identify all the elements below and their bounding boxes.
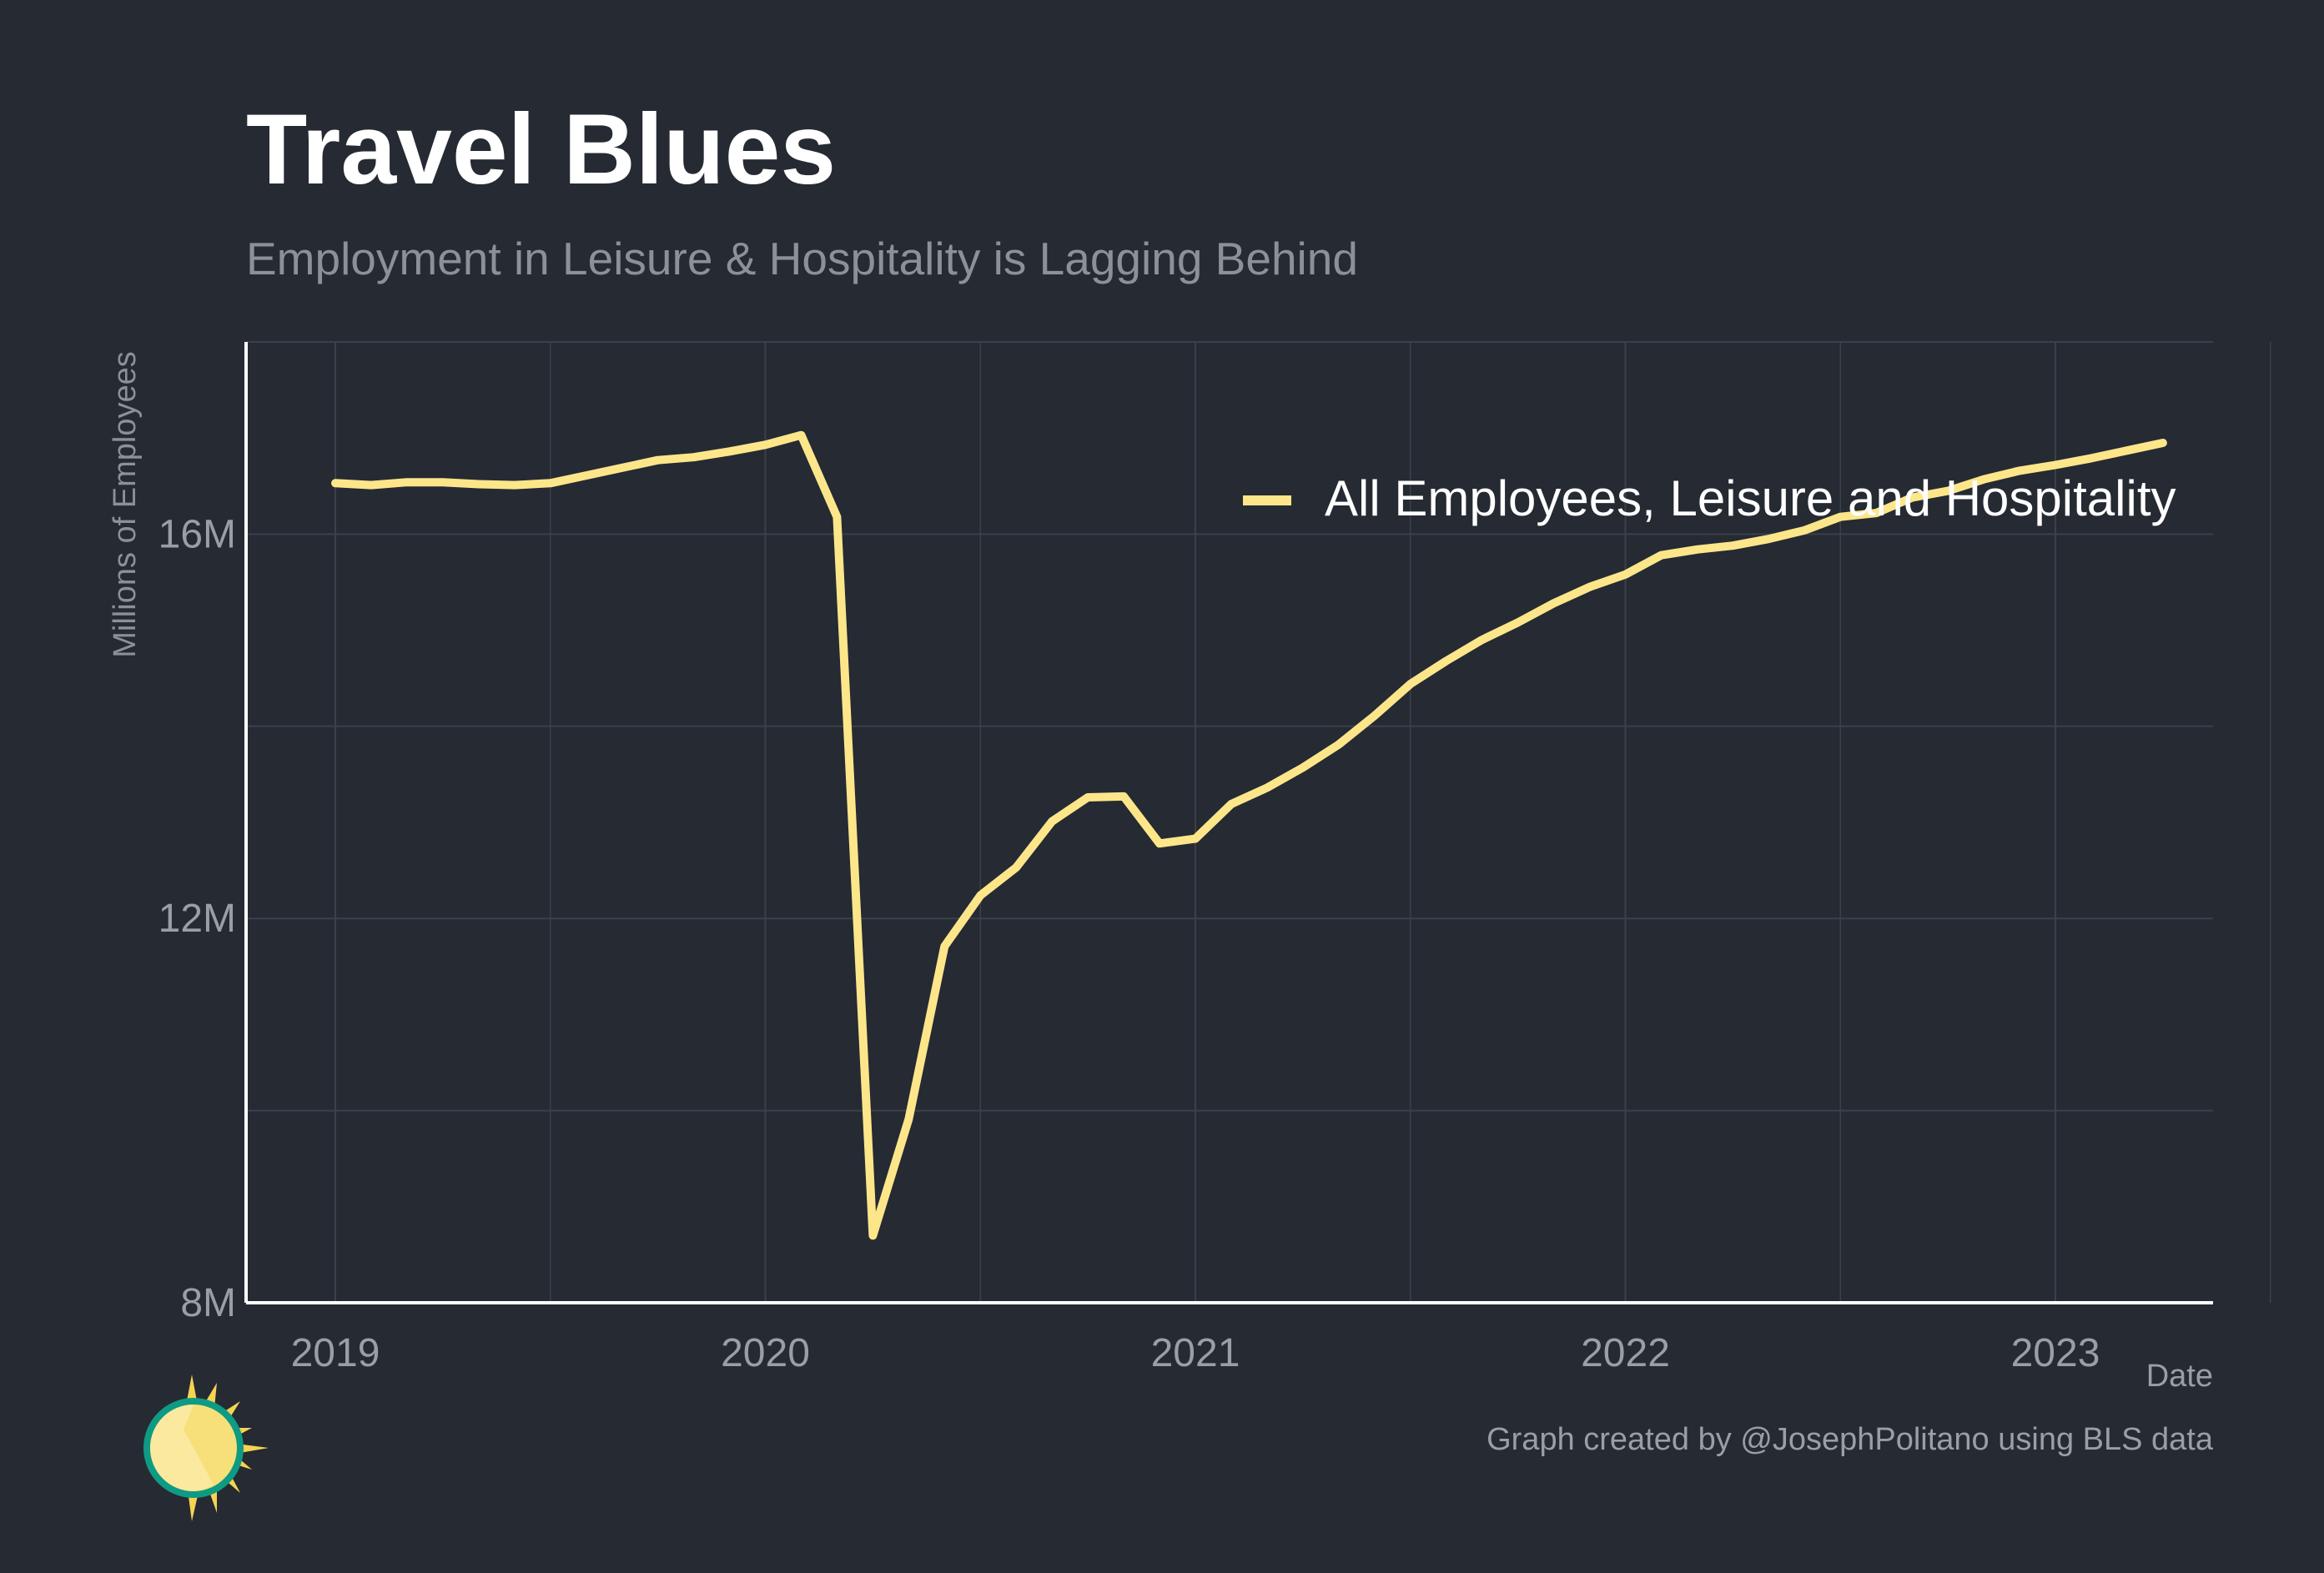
x-tick-label: 2020 <box>721 1331 810 1375</box>
y-axis-title: Millions of Employees <box>108 351 143 657</box>
x-tick-label: 2021 <box>1151 1331 1240 1375</box>
x-axis-title: Date <box>2146 1359 2213 1394</box>
line-layer <box>331 430 2167 1240</box>
x-tick-label: 2022 <box>1581 1331 1670 1375</box>
y-tick-label: 8M <box>180 1281 236 1325</box>
grid-layer <box>246 341 2271 1303</box>
x-tick-label: 2019 <box>291 1331 380 1375</box>
axis-layer <box>244 342 2213 1304</box>
legend-label: All Employees, Leisure and Hospitality <box>1325 470 2176 526</box>
sun-logo-icon <box>143 1374 269 1521</box>
x-tick-label: 2023 <box>2011 1331 2100 1375</box>
axis-labels: 8M 12M 16M 2019 2020 2021 2022 2023 Date Millions… <box>108 351 2213 1394</box>
legend: All Employees, Leisure and Hospitality <box>1243 470 2176 526</box>
source-caption: Graph created by @JosephPolitano using B… <box>1486 1422 2213 1457</box>
y-tick-label: 16M <box>158 512 236 556</box>
y-tick-label: 12M <box>158 897 236 941</box>
series-line-0 <box>331 430 2167 1240</box>
chart-title: Travel Blues <box>246 93 837 205</box>
chart-subtitle: Employment in Leisure & Hospitality is L… <box>246 233 1358 284</box>
